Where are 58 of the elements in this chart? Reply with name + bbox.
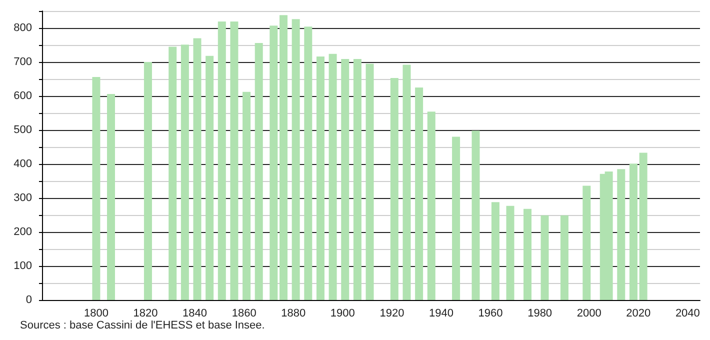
bar: [180, 44, 189, 300]
y-tick-label: 400: [14, 158, 32, 170]
x-tick-label: 1820: [133, 308, 158, 320]
bar: [328, 54, 337, 300]
bar: [427, 112, 436, 300]
bar: [304, 26, 312, 300]
bar: [341, 58, 350, 300]
y-tick-label: 500: [14, 124, 32, 136]
x-tick-label: 1960: [478, 308, 503, 320]
x-tick-label: 1900: [330, 308, 355, 320]
bar: [144, 62, 152, 300]
bar: [415, 88, 424, 300]
x-tick-label: 1840: [182, 308, 208, 320]
bar: [540, 215, 549, 300]
y-tick-label: 100: [14, 260, 32, 272]
bar: [452, 136, 460, 300]
y-tick-label: 0: [26, 294, 32, 306]
bar: [280, 15, 288, 300]
bar: [168, 46, 177, 300]
bar: [390, 78, 398, 300]
bar: [270, 26, 278, 300]
x-tick-label: 1980: [528, 308, 552, 320]
y-tick-label: 300: [14, 192, 32, 204]
bar: [254, 42, 263, 300]
bar: [92, 76, 100, 300]
x-tick-label: 2040: [675, 308, 700, 320]
bar: [491, 202, 500, 300]
y-tick-label: 200: [14, 226, 32, 238]
bar: [472, 130, 480, 300]
x-tick-label: 2000: [576, 308, 602, 320]
x-tick-label: 1880: [281, 308, 306, 320]
y-tick-label: 700: [14, 56, 32, 68]
bar: [206, 56, 214, 300]
x-tick-label: 1940: [428, 308, 454, 320]
bar: [316, 56, 324, 300]
bar: [218, 22, 226, 300]
bar: [193, 38, 202, 300]
y-tick-label: 600: [14, 90, 32, 102]
source-note: Sources : base Cassini de l'EHESS et base Insee.: [20, 320, 265, 332]
bar: [353, 58, 362, 300]
bar: [523, 208, 532, 300]
bar: [402, 64, 411, 300]
bar: [639, 152, 648, 300]
bar: [230, 22, 238, 300]
x-tick-label: 2020: [626, 308, 651, 320]
x-tick-label: 1800: [84, 308, 108, 320]
bar: [629, 164, 638, 300]
bar: [242, 92, 251, 300]
bar: [582, 186, 591, 300]
bar: [107, 94, 116, 300]
bar: [617, 169, 626, 300]
y-tick-label: 800: [14, 22, 32, 34]
bar: [366, 64, 374, 300]
x-tick-label: 1920: [380, 308, 404, 320]
x-tick-label: 1860: [232, 308, 256, 320]
bar: [560, 215, 568, 300]
bar: [506, 206, 514, 300]
bar: [292, 19, 300, 300]
